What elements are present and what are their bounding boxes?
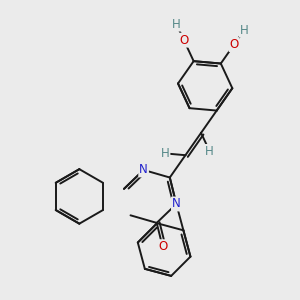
Text: H: H [161, 147, 170, 160]
Text: O: O [230, 38, 239, 51]
Text: O: O [179, 34, 188, 47]
Text: H: H [205, 145, 214, 158]
Text: N: N [172, 197, 181, 211]
Text: H: H [172, 18, 181, 31]
Text: N: N [139, 164, 148, 176]
Text: H: H [240, 23, 249, 37]
Text: O: O [158, 240, 167, 253]
